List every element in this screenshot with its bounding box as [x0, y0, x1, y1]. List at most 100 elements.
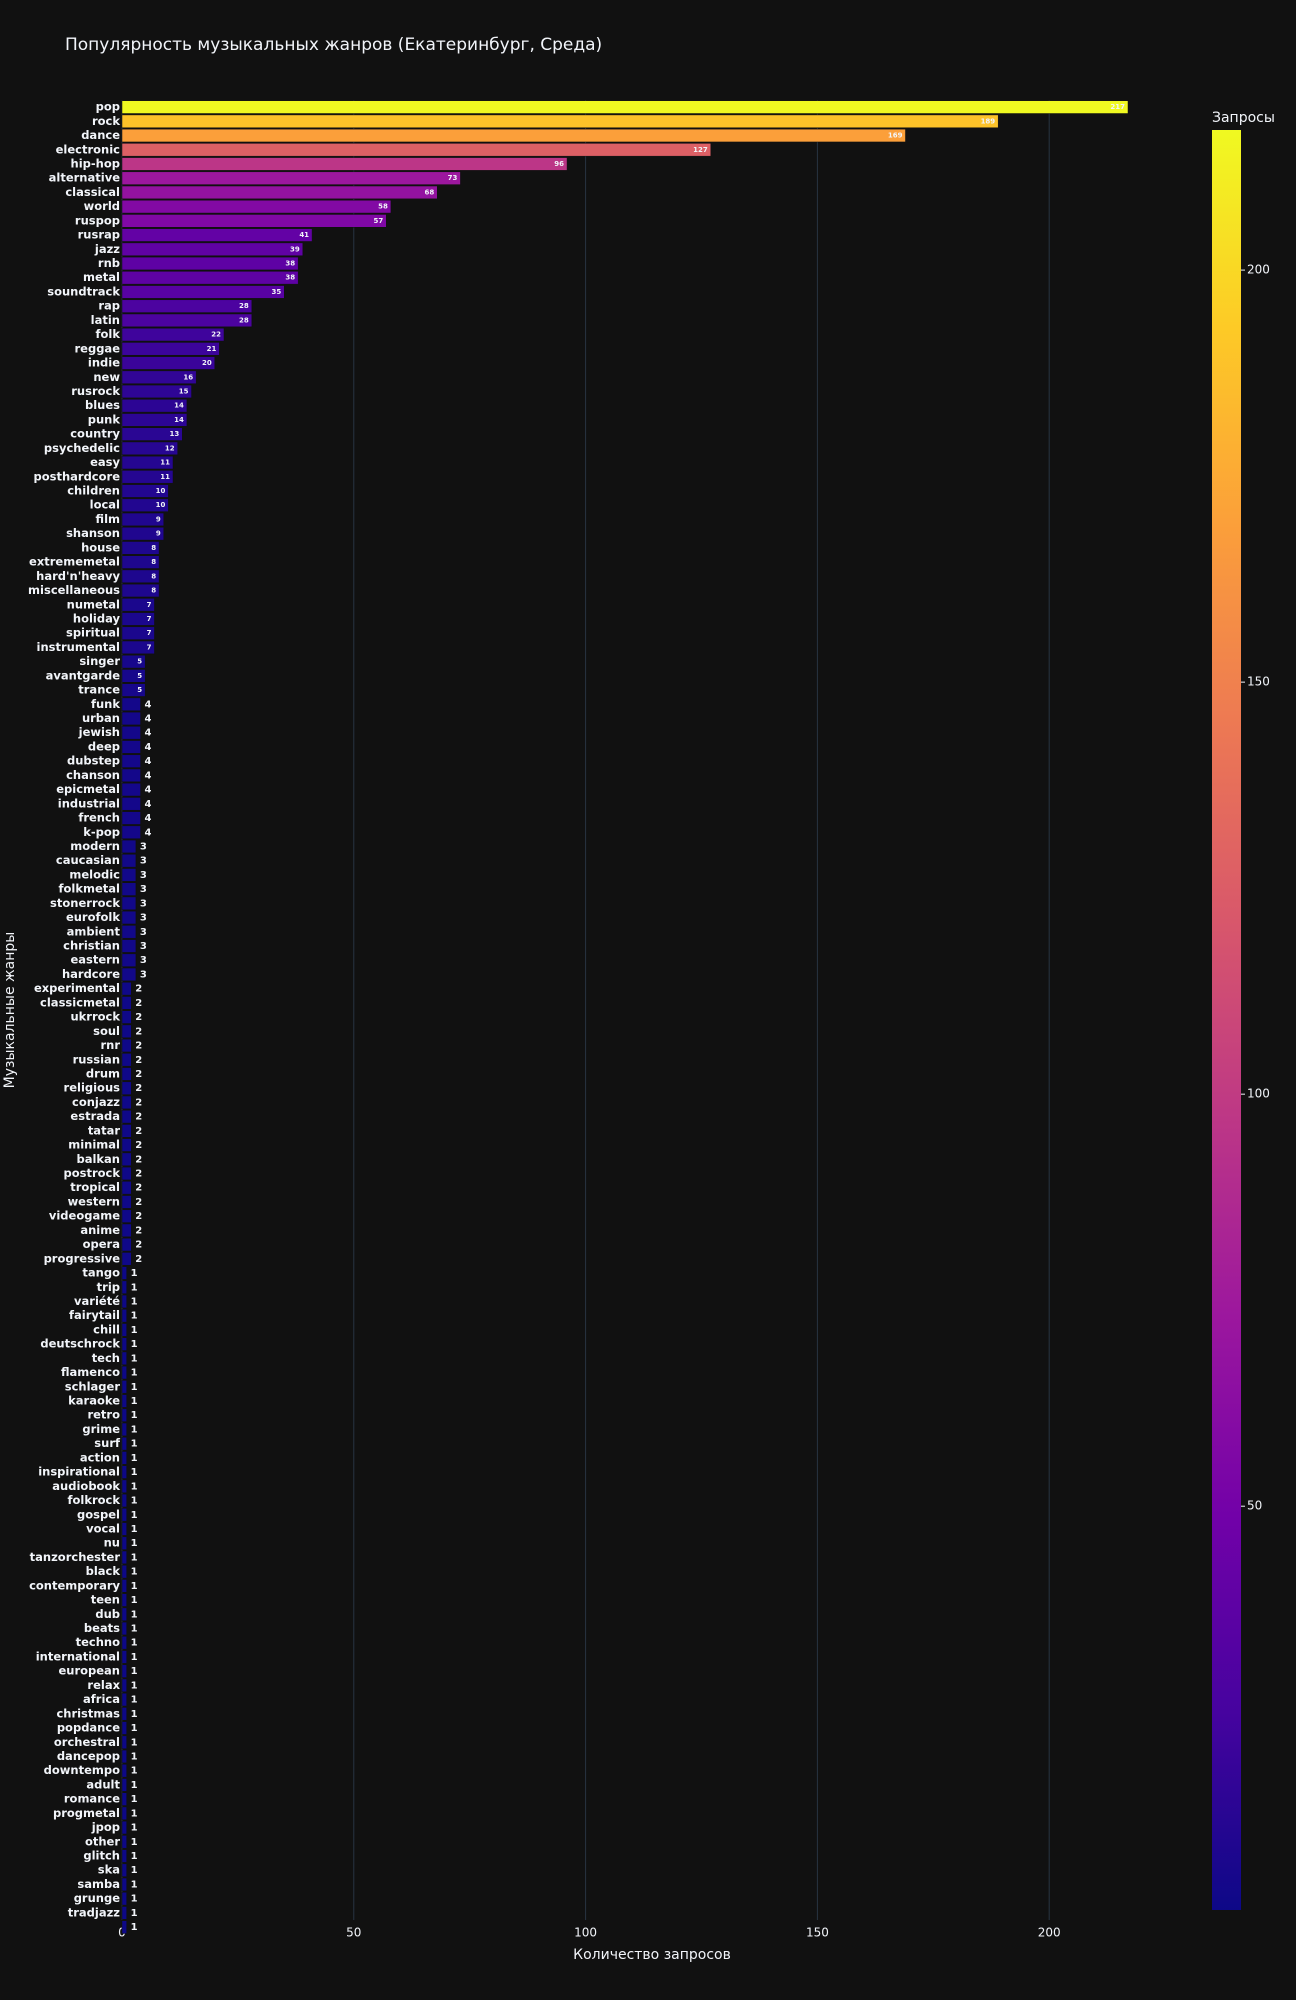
data-label: 1	[131, 1894, 138, 1905]
data-label: 28	[239, 316, 249, 324]
bar	[121, 839, 137, 854]
y-tick-label: ska	[98, 1863, 120, 1877]
y-tick-label: rap	[98, 299, 120, 313]
bar	[121, 185, 438, 200]
y-tick-label: grime	[82, 1422, 120, 1436]
data-label: 1	[131, 1296, 138, 1307]
y-tick-label: country	[70, 427, 120, 441]
y-tick-label: rnr	[100, 1038, 120, 1052]
data-label: 2	[135, 1211, 142, 1222]
colorbar-tick-label: 50	[1247, 1499, 1262, 1513]
data-label: 2	[135, 1041, 142, 1052]
bar	[121, 626, 155, 640]
bar	[121, 583, 160, 598]
bar	[121, 512, 164, 527]
bar	[121, 228, 313, 242]
data-label: 4	[145, 770, 152, 781]
y-tick-label: black	[86, 1564, 121, 1578]
data-label: 1	[131, 1453, 138, 1464]
data-label: 1	[131, 1282, 138, 1293]
bar	[121, 313, 253, 328]
y-tick-label: soul	[93, 1024, 120, 1038]
data-label: 4	[145, 728, 152, 739]
y-tick-label: children	[67, 484, 120, 498]
bar	[121, 612, 155, 626]
y-tick-label: other	[85, 1834, 120, 1848]
bar	[121, 1906, 127, 1920]
data-label: 1	[131, 1424, 138, 1435]
data-label: 2	[135, 998, 142, 1009]
bar	[121, 1636, 127, 1650]
y-tick-label: world	[84, 199, 120, 213]
y-tick-label: minimal	[68, 1138, 120, 1152]
y-tick-label: singer	[79, 654, 120, 668]
data-label: 1	[131, 1666, 138, 1677]
y-tick-label: dancepop	[57, 1749, 120, 1763]
y-tick-label: nu	[104, 1536, 120, 1550]
bar	[121, 1835, 127, 1849]
bar	[121, 157, 568, 171]
y-tick-label: avantgarde	[46, 668, 121, 682]
y-tick-label: modern	[70, 839, 120, 853]
data-label: 1	[131, 1368, 138, 1379]
bar	[121, 939, 137, 953]
data-label: 1	[131, 1709, 138, 1720]
data-label: 1	[131, 1879, 138, 1890]
bar	[121, 569, 160, 583]
y-tick-label: tradjazz	[68, 1905, 121, 1919]
bar	[121, 242, 304, 256]
data-label: 1	[131, 1808, 138, 1819]
data-label: 28	[239, 302, 249, 310]
y-tick-label: action	[80, 1450, 120, 1464]
bar	[121, 1053, 132, 1067]
y-tick-label: metal	[83, 270, 120, 284]
y-tick-label: religious	[64, 1081, 121, 1095]
data-label: 35	[272, 288, 282, 296]
x-tick-label: 200	[1038, 1926, 1061, 1940]
bar	[121, 1266, 127, 1280]
bar	[121, 882, 137, 896]
bar	[121, 825, 141, 839]
bar	[121, 1607, 127, 1621]
data-label: 41	[299, 231, 309, 239]
y-tick-label: posthardcore	[33, 469, 120, 483]
colorbar-tick-label: 200	[1247, 263, 1270, 277]
y-tick-label: electronic	[56, 142, 121, 156]
data-label: 20	[202, 359, 212, 367]
colorbar-tick-label: 100	[1247, 1087, 1270, 1101]
bar	[121, 854, 137, 868]
y-tick-label: rusrock	[71, 384, 120, 398]
data-label: 3	[140, 913, 147, 924]
data-label: 8	[151, 544, 156, 552]
y-tick-label: blues	[85, 398, 120, 412]
bar	[121, 1195, 132, 1209]
data-label: 2	[135, 1069, 142, 1080]
data-label: 1	[131, 1908, 138, 1919]
bar	[121, 1493, 127, 1508]
bar	[121, 555, 160, 569]
data-label: 1	[131, 1396, 138, 1407]
y-tick-label: inspirational	[38, 1465, 120, 1479]
y-tick-label: western	[68, 1194, 120, 1208]
bar	[121, 598, 155, 612]
bar	[121, 199, 392, 214]
bar	[121, 1223, 132, 1238]
data-label: 3	[140, 870, 147, 881]
y-axis-title: Музыкальные жанры	[2, 932, 18, 1089]
data-label: 2	[135, 1055, 142, 1066]
bar	[121, 1351, 127, 1366]
data-label: 12	[165, 444, 175, 452]
y-tick-label: european	[58, 1664, 120, 1678]
data-label: 22	[211, 331, 221, 339]
data-label: 4	[145, 799, 152, 810]
y-tick-label: progressive	[44, 1251, 121, 1265]
bar	[121, 1877, 127, 1892]
y-tick-label: pop	[96, 100, 120, 114]
data-label: 4	[145, 827, 152, 838]
y-tick-label: industrial	[58, 796, 120, 810]
bar	[121, 1394, 127, 1408]
bar	[121, 1820, 127, 1835]
data-label: 96	[554, 160, 564, 168]
y-tick-label: vocal	[86, 1521, 120, 1535]
bar	[121, 925, 137, 939]
